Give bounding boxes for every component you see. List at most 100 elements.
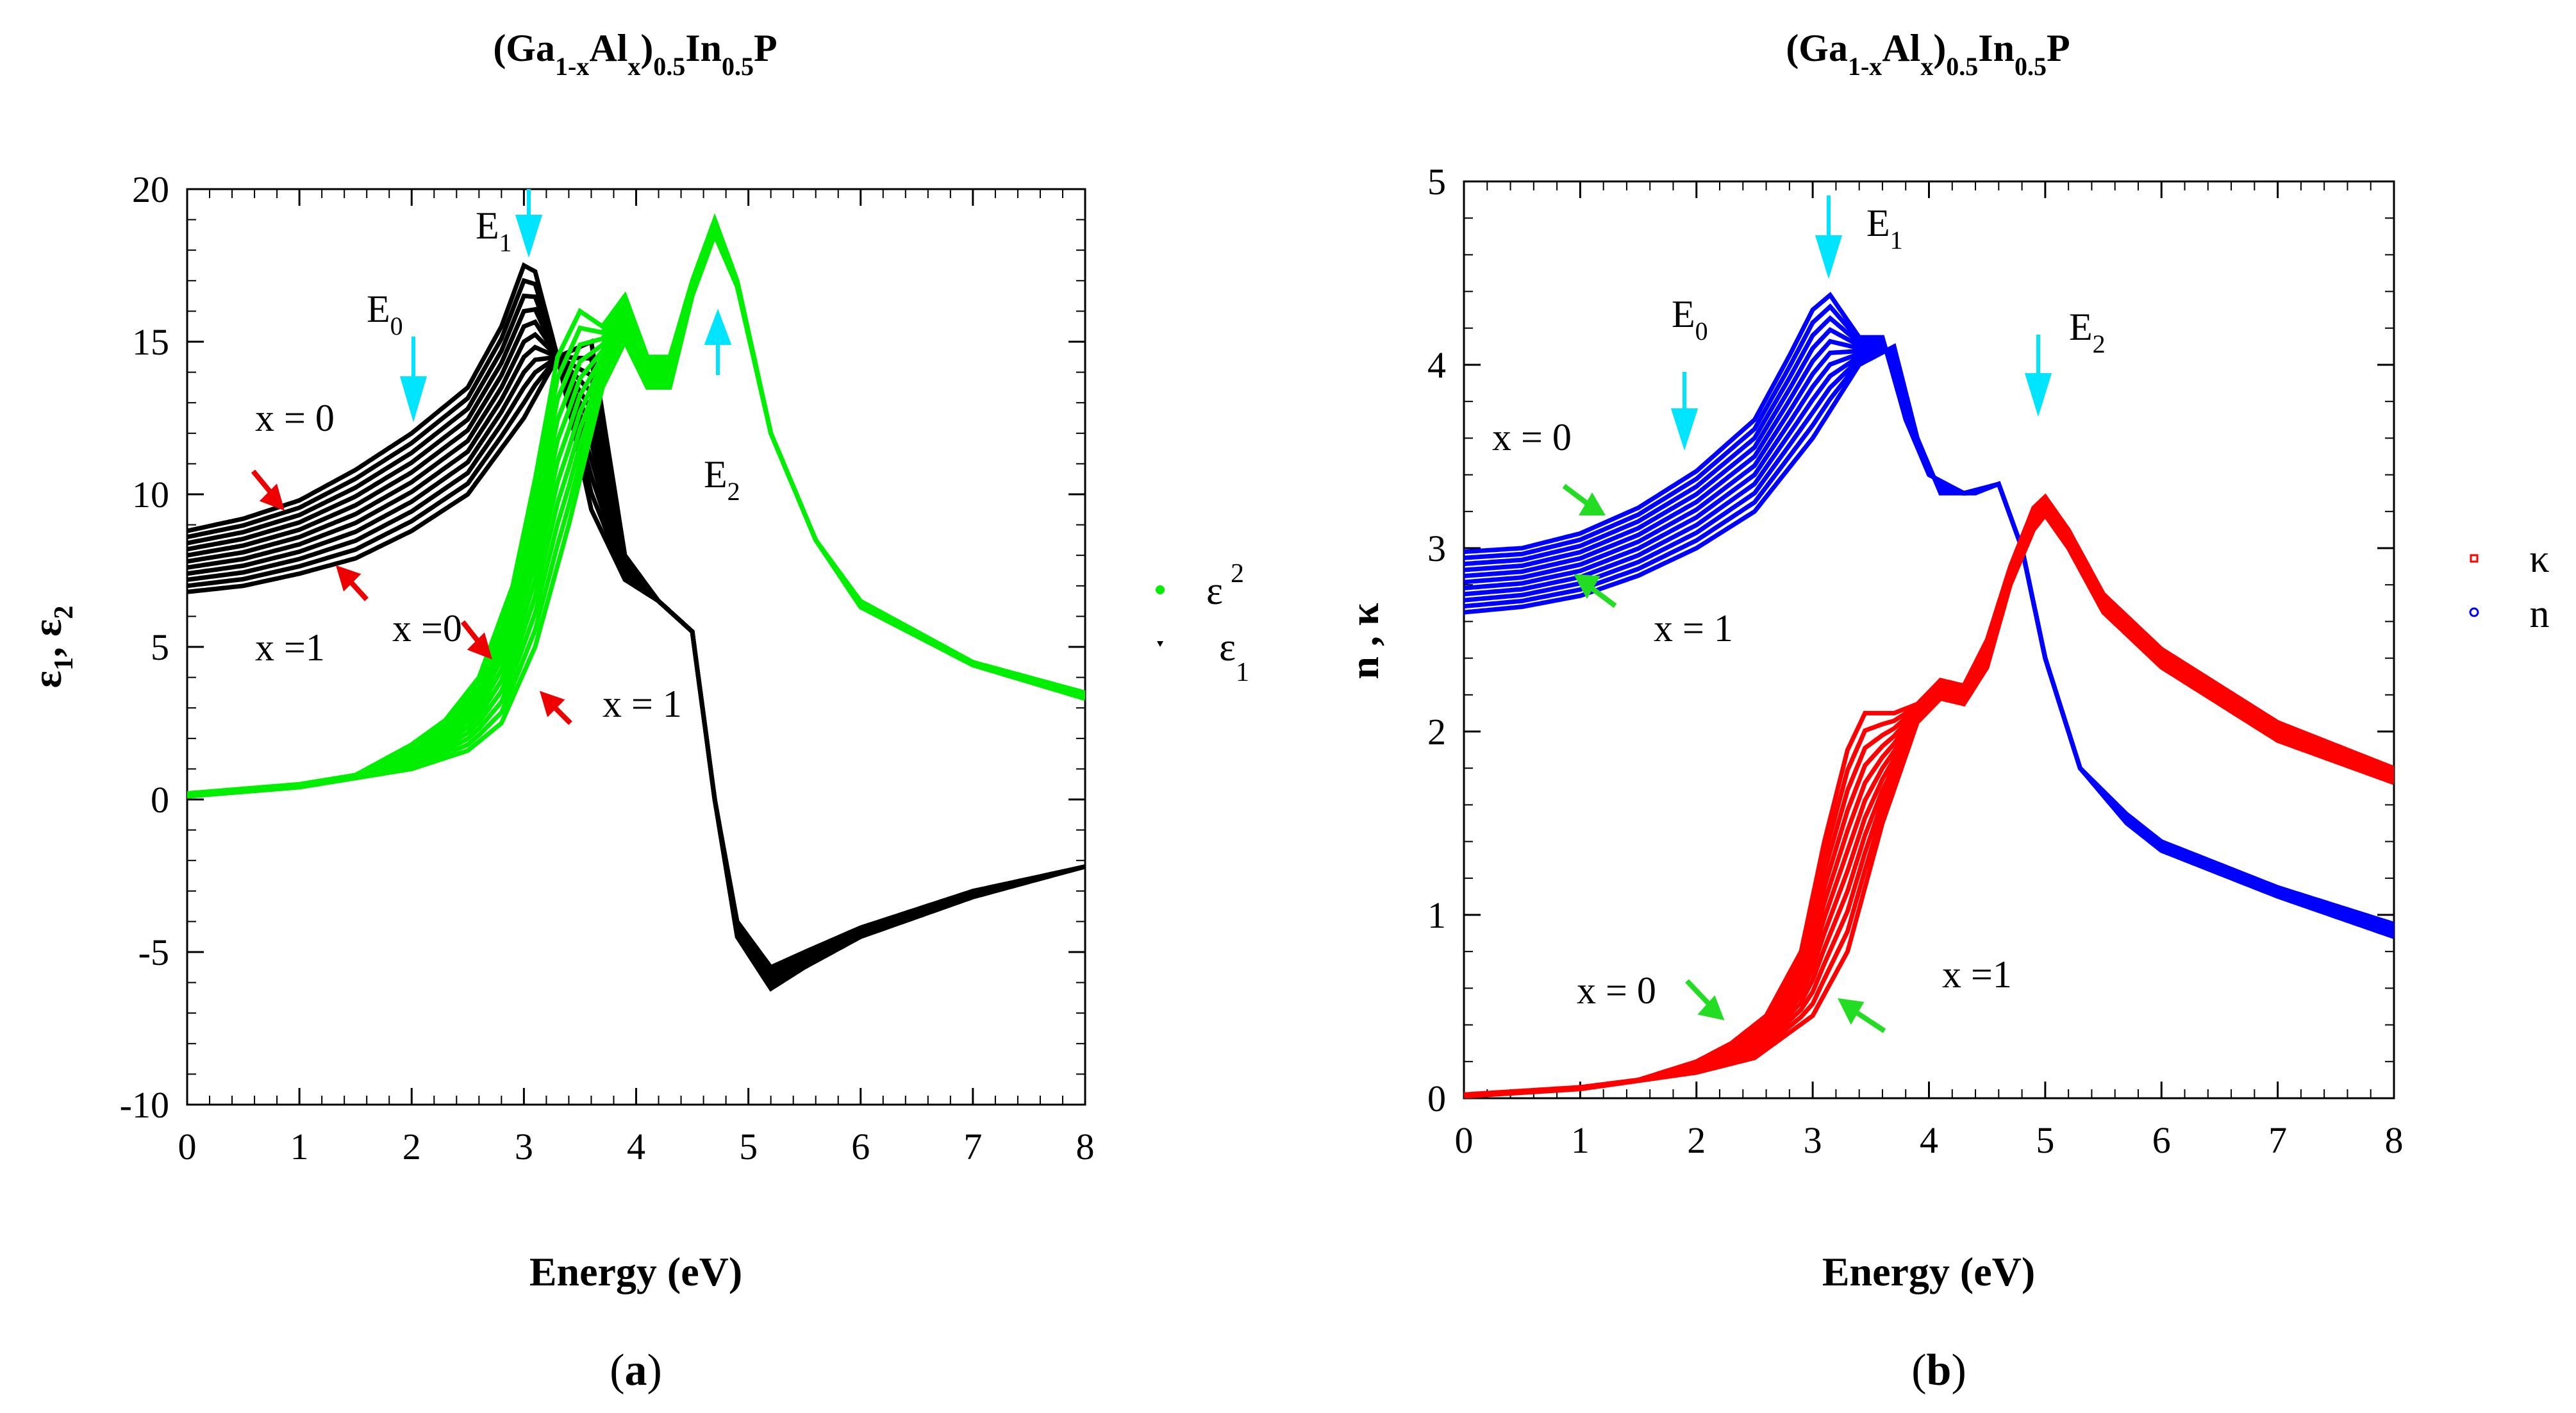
panel-b-x-axis-label: Energy (eV) [1822, 1249, 2035, 1294]
y-tick-label: 0 [1427, 1078, 1446, 1119]
annotation-x1-eps2: x = 1 [602, 683, 682, 725]
panel-a-series [187, 213, 1085, 992]
y-tick-label: 3 [1427, 528, 1446, 569]
y-tick-label: 2 [1427, 711, 1446, 753]
x-tick-label: 4 [1920, 1119, 1938, 1161]
annotation-x0-eps2: x =0 [392, 607, 462, 649]
series-curve [1464, 327, 2394, 930]
legend-label-eps1: ε [1219, 626, 1236, 669]
panel-b: (Ga1-xAlx)0.5In0.5P 0 1 2 3 4 5 0 1 2 3 4 5 6 7 8 n ,… [1342, 27, 2550, 1395]
x-tick-label: 4 [627, 1126, 645, 1167]
annotation-b-x1-k: x =1 [1942, 953, 2012, 996]
annotation-b-e2: E2 [2069, 306, 2106, 358]
x-tick-label: 7 [963, 1126, 982, 1167]
annotation-b-x0-n: x = 0 [1492, 416, 1572, 458]
x-tick-label: 6 [851, 1126, 870, 1167]
legend-marker-kappa [2470, 554, 2479, 563]
x-tick-label: 6 [2152, 1119, 2171, 1161]
series-curve [1464, 303, 2394, 928]
panel-a-x-tick-labels: 0 1 2 3 4 5 6 7 8 [178, 1126, 1095, 1167]
arrow-green-x0-k [1685, 979, 1725, 1021]
y-tick-label: 15 [132, 321, 169, 363]
arrow-b-e0 [1670, 372, 1699, 451]
y-tick-label: 5 [1427, 161, 1446, 203]
annotation-x1-eps1: x =1 [255, 626, 325, 669]
x-tick-label: 2 [1687, 1119, 1706, 1161]
x-tick-label: 8 [1076, 1126, 1095, 1167]
y-tick-label: -10 [120, 1084, 169, 1126]
series-curve [1464, 343, 2394, 939]
x-tick-label: 1 [290, 1126, 309, 1167]
y-tick-label: 4 [1427, 344, 1446, 386]
x-tick-label: 5 [739, 1126, 758, 1167]
annotation-b-e1: E1 [1866, 202, 1903, 255]
annotation-b-e0: E0 [1672, 293, 1708, 346]
arrow-green-x1-n [1574, 574, 1617, 608]
y-tick-label: 0 [151, 779, 169, 821]
panel-b-title: (Ga1-xAlx)0.5In0.5P [1786, 27, 2070, 81]
x-tick-label: 3 [515, 1126, 533, 1167]
series-curve [1464, 292, 2394, 926]
x-tick-label: 8 [2385, 1119, 2404, 1161]
legend-label-eps2: ε [1206, 569, 1223, 613]
series-curve [187, 338, 1085, 971]
panel-b-x-tick-labels: 0 1 2 3 4 5 6 7 8 [1455, 1119, 2404, 1161]
series-curve [1464, 345, 2394, 935]
arrow-b-e1 [1815, 196, 1843, 280]
y-tick-label: 1 [1427, 894, 1446, 936]
panel-a-y-axis-label: ε1, ε2 [24, 606, 79, 689]
panel-a-label: (a) [610, 1346, 662, 1395]
series-curve [1464, 347, 2394, 938]
panel-b-series [1464, 292, 2394, 1098]
panel-b-legend: κ n [2469, 537, 2550, 636]
panel-a-x-axis-label: Energy (eV) [529, 1249, 742, 1294]
arrow-green-x1-k [1838, 998, 1886, 1033]
annotation-e1: E1 [476, 205, 512, 257]
arrow-red-x1-eps1 [335, 565, 369, 601]
arrow-green-x0-n [1562, 483, 1606, 515]
panel-a-title: (Ga1-xAlx)0.5In0.5P [493, 27, 777, 81]
legend-marker-eps2 [1156, 585, 1165, 594]
arrow-b-e2 [2024, 335, 2052, 417]
legend-label-n: n [2530, 592, 2550, 636]
y-tick-label: 5 [151, 626, 169, 668]
annotation-e2: E2 [704, 453, 740, 506]
legend-marker-n [2469, 607, 2479, 617]
legend-label-eps1-sub: 1 [1236, 658, 1249, 687]
annotation-b-x0-k: x = 0 [1577, 969, 1656, 1012]
panel-b-label: (b) [1911, 1346, 1966, 1395]
legend-label-eps2-sub: 2 [1231, 559, 1244, 589]
y-tick-label: -5 [138, 932, 169, 973]
arrow-e2 [704, 308, 732, 375]
series-curve [1464, 511, 2394, 1098]
x-tick-label: 2 [403, 1126, 421, 1167]
panel-b-annotations: E0 E1 E2 x = 0 x = 1 x = 0 x =1 [1492, 196, 2106, 1033]
annotation-e0: E0 [367, 288, 403, 340]
annotation-b-x1-n: x = 1 [1654, 607, 1733, 649]
panel-b-y-tick-labels: 0 1 2 3 4 5 [1427, 161, 1446, 1119]
x-tick-label: 3 [1804, 1119, 1822, 1161]
series-curve [187, 229, 1085, 799]
panel-a: (Ga1-xAlx)0.5In0.5P -10 -5 0 5 10 15 20 0 1 2 3 4 5… [24, 27, 1249, 1395]
x-tick-label: 5 [2036, 1119, 2054, 1161]
series-curve [1464, 342, 2394, 933]
arrow-red-x0-eps1 [251, 469, 285, 511]
y-tick-label: 10 [132, 474, 169, 515]
x-tick-label: 0 [178, 1126, 197, 1167]
series-curve [1464, 339, 2394, 932]
arrow-e0 [399, 337, 428, 422]
panel-a-annotations: E0 E1 E2 x = 0 x =1 x =0 x = 1 [251, 189, 740, 725]
x-tick-label: 0 [1455, 1119, 1474, 1161]
arrow-red-x1-eps2 [539, 690, 572, 725]
legend-marker-eps1 [1157, 641, 1163, 647]
legend-label-kappa: κ [2529, 537, 2549, 581]
arrow-red-x0-eps2 [460, 620, 493, 660]
annotation-x0-eps1: x = 0 [255, 397, 335, 439]
x-tick-label: 1 [1571, 1119, 1590, 1161]
panel-a-y-tick-labels: -10 -5 0 5 10 15 20 [120, 169, 169, 1126]
y-tick-label: 20 [132, 169, 169, 210]
series-curve [1464, 315, 2394, 929]
panel-a-legend: ε 2 ε 1 [1156, 559, 1249, 687]
panel-b-plot-area [1463, 180, 2395, 1099]
